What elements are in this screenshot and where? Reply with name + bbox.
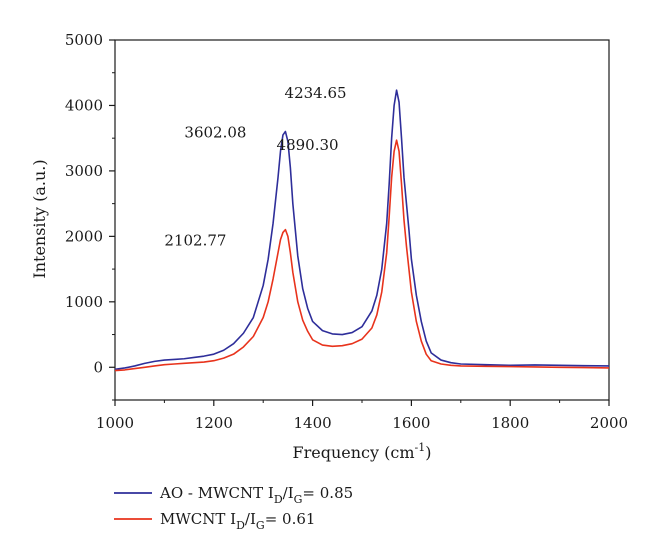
y-tick-label: 4000 <box>65 96 103 114</box>
y-tick-label: 5000 <box>65 31 103 49</box>
x-tick-label: 1000 <box>96 414 134 432</box>
plot-area-frame <box>114 39 610 401</box>
x-tick-label: 1800 <box>491 414 529 432</box>
x-tick-label: 1200 <box>195 414 233 432</box>
x-tick-label: 2000 <box>590 414 628 432</box>
legend-label: AO - MWCNT ID/IG= 0.85 <box>159 484 353 506</box>
y-tick-label: 2000 <box>65 227 103 245</box>
peak-annotation: 3602.08 <box>184 124 246 142</box>
series-line-ao-mwcnt <box>114 89 610 371</box>
y-tick-label: 1000 <box>65 293 103 311</box>
series-line-mwcnt <box>114 139 610 372</box>
peak-annotation: 2102.77 <box>164 232 226 250</box>
peak-annotation: 4234.65 <box>285 84 347 102</box>
y-axis-title: Intensity (a.u.) <box>30 159 49 278</box>
legend: AO - MWCNT ID/IG= 0.85 MWCNT ID/IG= 0.61 <box>114 484 353 532</box>
x-axis-title: Frequency (cm-1) <box>293 441 432 462</box>
x-tick-label: 1600 <box>392 414 430 432</box>
y-tick-label: 0 <box>93 358 103 376</box>
y-tick-label: 3000 <box>65 162 103 180</box>
x-tick-label: 1400 <box>294 414 332 432</box>
peak-annotation: 4890.30 <box>277 136 339 154</box>
legend-label: MWCNT ID/IG= 0.61 <box>160 510 315 532</box>
